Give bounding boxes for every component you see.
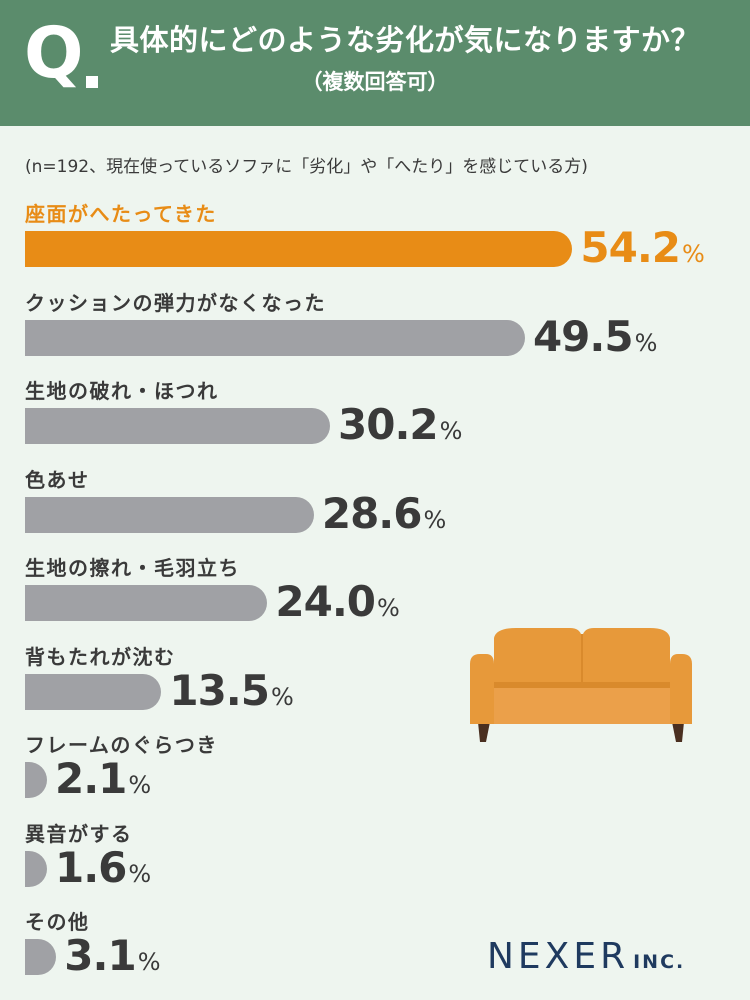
value-unit: %: [128, 771, 152, 799]
q-mark: Q: [24, 12, 84, 94]
value-number: 54.2: [580, 223, 681, 272]
value-label: 2.1%: [55, 758, 151, 800]
bar-label: フレームのぐらつき: [25, 733, 218, 757]
value-label: 24.0%: [275, 581, 399, 623]
value-number: 30.2: [338, 400, 439, 449]
bar-label: クッションの弾力がなくなった: [25, 290, 326, 315]
bar: [25, 496, 314, 533]
value-number: 1.6: [55, 842, 127, 892]
value-unit: %: [377, 594, 400, 622]
bar: [25, 762, 47, 798]
value-number: 3.1: [64, 931, 136, 980]
bar: [25, 319, 525, 356]
bar-label: その他: [25, 910, 90, 934]
value-label: 13.5%: [169, 669, 294, 712]
bar: [25, 673, 162, 710]
question-note: （複数回答可）: [301, 70, 449, 94]
value-number: 49.5: [532, 311, 634, 361]
bar-label: 生地の破れ・ほつれ: [25, 379, 219, 403]
value-number: 24.0: [275, 577, 376, 626]
bar: [25, 850, 47, 887]
bar-label: 座面がへたってきた: [25, 202, 217, 226]
value-label: 49.5%: [533, 315, 658, 358]
logo-main-text: NEXER: [487, 936, 630, 977]
value-unit: %: [634, 328, 658, 357]
value-label: 30.2%: [338, 404, 462, 446]
value-label: 1.6%: [55, 846, 152, 889]
bar-label: 生地の擦れ・毛羽立ち: [25, 556, 240, 580]
value-unit: %: [423, 505, 447, 534]
bar-label: 色あせ: [25, 467, 90, 492]
header: Q 具体的にどのような劣化が気になりますか？ （複数回答可）: [0, 0, 750, 126]
sample-note: (n=192、現在使っているソファに「劣化」や「へたり」を感じている方): [25, 157, 588, 177]
bar: [25, 585, 268, 621]
value-unit: %: [439, 417, 463, 445]
sofa-icon: [470, 628, 692, 742]
value-number: 28.6: [321, 488, 423, 538]
value-unit: %: [137, 948, 161, 976]
value-label: 3.1%: [64, 935, 160, 977]
logo-sub-text: INC.: [633, 951, 686, 973]
value-unit: %: [682, 240, 705, 268]
value-label: 28.6%: [322, 492, 447, 535]
bar: [25, 939, 57, 975]
value-unit: %: [128, 859, 152, 888]
value-number: 13.5: [169, 665, 270, 715]
value-label: 54.2%: [580, 227, 704, 269]
q-dot: [86, 76, 98, 88]
bar-label: 異音がする: [25, 821, 133, 846]
question-title: 具体的にどのような劣化が気になりますか？: [110, 23, 701, 57]
bar: [25, 231, 573, 267]
company-logo: NEXER INC.: [487, 936, 685, 977]
bar: [25, 408, 331, 444]
bar-label: 背もたれが沈む: [25, 644, 176, 669]
value-number: 2.1: [55, 754, 127, 803]
value-unit: %: [270, 682, 294, 711]
